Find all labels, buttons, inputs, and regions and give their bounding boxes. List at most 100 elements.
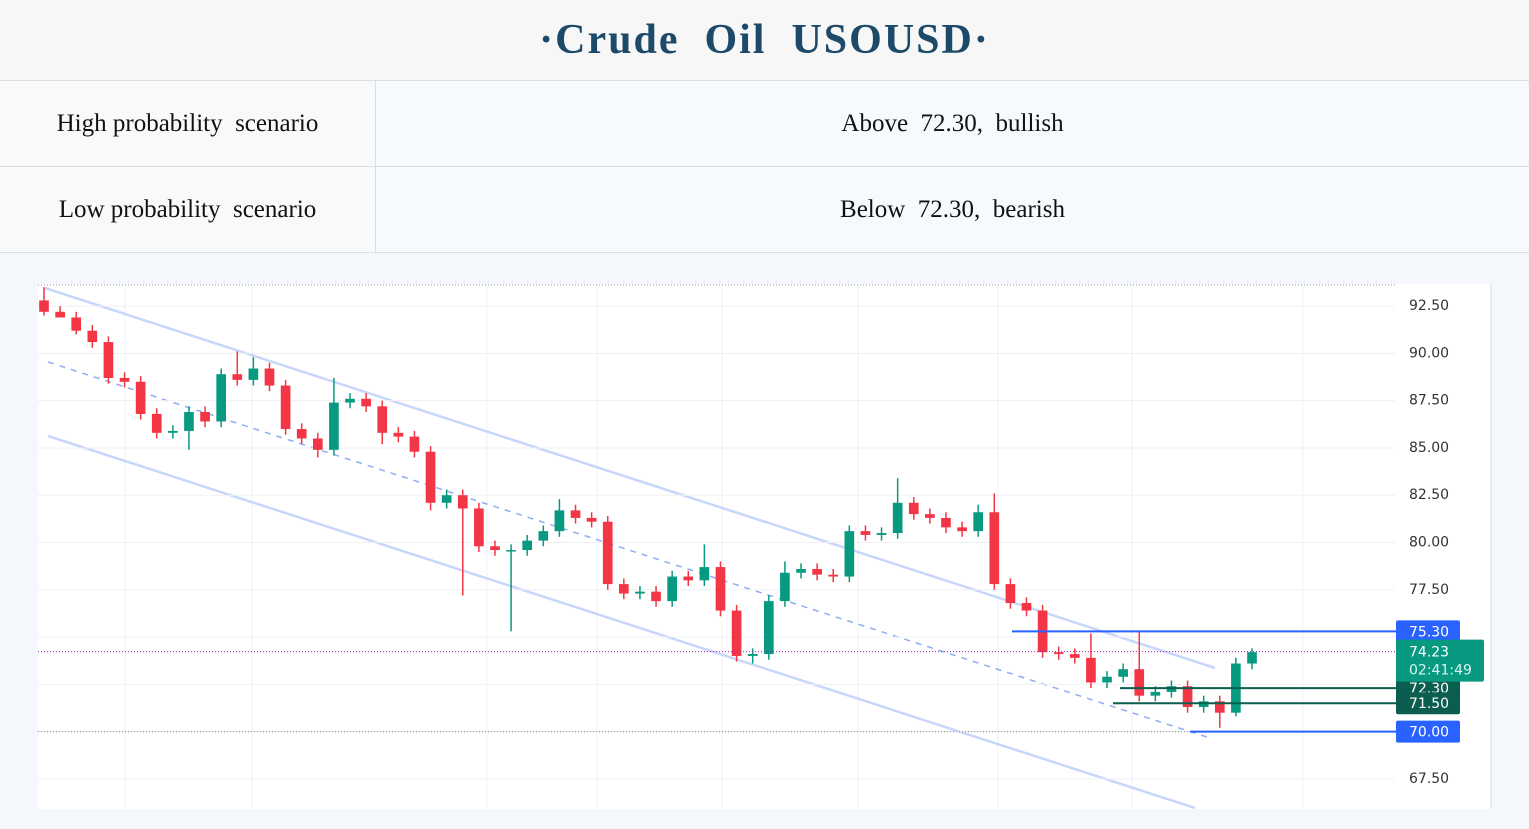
candle-body bbox=[168, 430, 178, 433]
candle-body bbox=[135, 381, 146, 414]
candle-body bbox=[264, 368, 275, 386]
candle-body bbox=[747, 654, 758, 656]
candle-body bbox=[329, 402, 339, 450]
y-tick-label: 80.00 bbox=[1409, 535, 1449, 551]
candle-body bbox=[973, 512, 984, 532]
candle-body bbox=[71, 317, 82, 331]
candle-body bbox=[1102, 676, 1112, 683]
channel bbox=[44, 286, 1216, 810]
current-price-tag bbox=[1396, 639, 1484, 682]
candle-body bbox=[892, 502, 903, 534]
price-tag bbox=[1396, 692, 1460, 715]
candle-body bbox=[119, 377, 130, 382]
candle-body bbox=[457, 495, 468, 509]
candle-body bbox=[925, 514, 935, 518]
candle-body bbox=[844, 531, 855, 577]
candle-body bbox=[474, 508, 484, 547]
candle-body bbox=[151, 413, 162, 433]
candle-body bbox=[490, 546, 500, 551]
candle-body bbox=[1069, 654, 1080, 658]
candle-body bbox=[538, 531, 549, 541]
cell: Low probability scenario bbox=[0, 167, 376, 252]
candle-body bbox=[377, 406, 388, 433]
y-tick-label: 82.50 bbox=[1409, 487, 1449, 503]
candle-body bbox=[586, 517, 597, 522]
candle-body bbox=[361, 398, 371, 407]
candle-body bbox=[1182, 686, 1193, 708]
candle-body bbox=[39, 300, 49, 312]
candle-body bbox=[619, 584, 629, 594]
candle-body bbox=[651, 591, 661, 602]
candle-body bbox=[715, 567, 726, 611]
candle-body bbox=[699, 567, 710, 581]
table-row: Low probability scenario Below 72.30, be… bbox=[0, 167, 1529, 253]
y-tick-label: 67.50 bbox=[1409, 771, 1449, 787]
price-tag-label: 71.50 bbox=[1409, 696, 1449, 712]
y-tick-label: 92.50 bbox=[1409, 298, 1449, 314]
candle-body bbox=[828, 574, 839, 577]
candle-body bbox=[1053, 652, 1064, 655]
candle-body bbox=[506, 550, 516, 552]
candle-body bbox=[554, 510, 565, 532]
y-tick-label: 90.00 bbox=[1409, 345, 1449, 361]
candle-body bbox=[232, 374, 243, 380]
candle-body bbox=[184, 412, 194, 431]
candle-body bbox=[200, 412, 210, 422]
candle-body bbox=[635, 591, 645, 594]
candle-body bbox=[763, 601, 774, 655]
y-tick-label: 77.50 bbox=[1409, 582, 1449, 598]
candle-body bbox=[812, 568, 822, 575]
candle-body bbox=[522, 540, 533, 551]
candle-body bbox=[55, 311, 65, 318]
candle-body bbox=[1214, 701, 1225, 713]
candle-body bbox=[441, 495, 452, 503]
cell: Above 72.30, bullish bbox=[376, 81, 1529, 166]
candle-body bbox=[1118, 669, 1128, 677]
chart: 92.5090.0087.5085.0082.5080.0077.5075.00… bbox=[38, 284, 1492, 810]
candle-body bbox=[409, 436, 420, 452]
candle-body bbox=[957, 527, 967, 532]
candle-body bbox=[876, 533, 887, 535]
cell: High probability scenario bbox=[0, 81, 376, 166]
price-tag bbox=[1396, 620, 1460, 643]
candle-body bbox=[1247, 652, 1257, 664]
price-tag-label: 70.00 bbox=[1409, 725, 1449, 741]
candle-body bbox=[570, 510, 581, 518]
candle-body bbox=[908, 502, 919, 515]
candle-body bbox=[296, 429, 307, 439]
candle-body bbox=[425, 451, 436, 503]
plot-bg bbox=[38, 284, 1490, 809]
candle-body bbox=[667, 576, 677, 602]
candle-body bbox=[345, 398, 355, 403]
title: ·Crude Oil USOUSD· bbox=[0, 0, 1529, 81]
candle-body bbox=[602, 521, 613, 585]
candle-body bbox=[780, 572, 790, 602]
candle-body bbox=[941, 517, 951, 528]
cell: Below 72.30, bearish bbox=[376, 167, 1529, 252]
countdown-label: 02:41:49 bbox=[1409, 663, 1472, 679]
candle-body bbox=[731, 610, 742, 656]
candle-body bbox=[860, 531, 871, 535]
price-tag bbox=[1396, 720, 1460, 743]
candle-body bbox=[280, 385, 291, 430]
candle-body bbox=[1086, 657, 1096, 683]
candle-body bbox=[216, 374, 227, 422]
candle-body bbox=[87, 330, 98, 343]
candle-body bbox=[1150, 691, 1161, 696]
table-row: High probability scenario Above 72.30, b… bbox=[0, 81, 1529, 167]
y-tick-label: 85.00 bbox=[1409, 440, 1449, 456]
price-tag-label: 75.30 bbox=[1409, 624, 1449, 640]
current-price-label: 74.23 bbox=[1409, 645, 1449, 661]
candle-body bbox=[393, 432, 404, 437]
candle-body bbox=[683, 576, 694, 581]
candle-body bbox=[1005, 584, 1016, 604]
candle-body bbox=[312, 438, 323, 450]
y-tick-label: 87.50 bbox=[1409, 393, 1449, 409]
candle-body bbox=[248, 368, 259, 380]
candle-body bbox=[989, 512, 1000, 585]
candle-body bbox=[1021, 603, 1032, 611]
candle-body bbox=[1134, 669, 1145, 696]
candle-body bbox=[796, 568, 806, 573]
candle-body bbox=[103, 342, 114, 378]
